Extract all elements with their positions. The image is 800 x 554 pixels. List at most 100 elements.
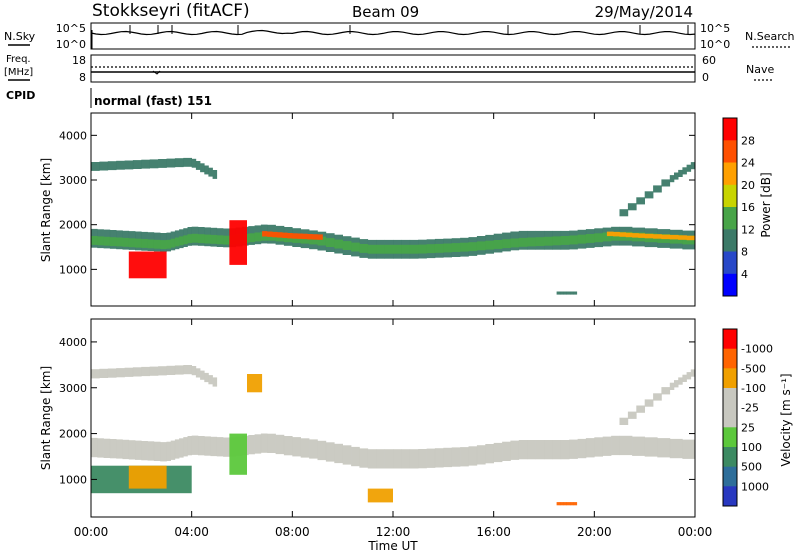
heatmap-cell xyxy=(132,367,142,377)
heatmap-cell xyxy=(585,438,595,458)
heatmap-cell xyxy=(476,445,486,465)
heatmap-cell xyxy=(212,377,218,387)
heatmap-cell xyxy=(103,438,111,458)
heatmap-cell xyxy=(636,405,645,413)
time-tick-label: 04:00 xyxy=(174,525,209,539)
colorbar-segment xyxy=(723,368,737,389)
heatmap-cell xyxy=(132,160,142,169)
heatmap-cell xyxy=(625,232,633,238)
heatmap-cell xyxy=(300,234,310,244)
colorbar-segment xyxy=(723,229,737,252)
heatmap-cell xyxy=(160,442,167,462)
heatmap-cell xyxy=(556,291,561,295)
heatmap-cell xyxy=(619,435,633,456)
heatmap-cell xyxy=(122,439,130,460)
heatmap-cell xyxy=(153,441,161,461)
heatmap-cell xyxy=(97,438,104,458)
heatmap-cell xyxy=(376,449,385,469)
heatmap-cell xyxy=(147,441,155,461)
heatmap-cell xyxy=(367,244,377,254)
heatmap-cell xyxy=(560,440,570,460)
heatmap-cell xyxy=(518,237,528,247)
heatmap-cell xyxy=(569,235,578,245)
heatmap-cell xyxy=(418,244,427,254)
heatmap-cell xyxy=(560,236,570,245)
heatmap-cell xyxy=(191,233,199,243)
noise-right-tick-top: 10^5 xyxy=(700,22,730,35)
heatmap-cell xyxy=(204,372,209,383)
noise-right-tick-bottom: 10^0 xyxy=(700,38,730,51)
heatmap-cell xyxy=(367,449,377,469)
heatmap-cell xyxy=(198,234,205,244)
heatmap-cell xyxy=(384,244,394,254)
heatmap-patch xyxy=(247,374,263,393)
heatmap-cell xyxy=(342,445,352,465)
heatmap-cell xyxy=(653,185,662,193)
colorbar-label: 16 xyxy=(741,201,755,214)
cpid-value: normal (fast) 151 xyxy=(94,94,212,108)
heatmap-cell xyxy=(191,366,197,376)
heatmap-cell xyxy=(527,440,536,460)
heatmap-cell xyxy=(619,232,627,237)
heatmap-cell xyxy=(334,239,343,249)
colorbar-label: 24 xyxy=(741,157,755,170)
heatmap-cell xyxy=(476,241,486,251)
heatmap-cell xyxy=(248,435,255,455)
nave-tick-bottom: 0 xyxy=(702,71,709,84)
heatmap-cell xyxy=(559,502,564,506)
power-heatmap xyxy=(91,157,695,295)
colorbar-label: 4 xyxy=(741,268,748,281)
heatmap-cell xyxy=(223,235,230,245)
heatmap-cell xyxy=(566,502,571,506)
heatmap-cell xyxy=(644,191,654,199)
heatmap-patch xyxy=(367,488,393,503)
heatmap-cell xyxy=(97,236,104,246)
heatmap-cell xyxy=(302,233,308,240)
heatmap-cell xyxy=(674,380,679,388)
heatmap-cell xyxy=(577,234,587,244)
heatmap-cell xyxy=(577,438,587,459)
y-tick-label: 4000 xyxy=(59,336,87,349)
heatmap-cell xyxy=(208,375,213,385)
heatmap-cell xyxy=(493,442,503,463)
colorbar-label: 28 xyxy=(741,134,755,147)
heatmap-cell xyxy=(638,233,645,238)
heatmap-cell xyxy=(644,437,658,457)
heatmap-cell xyxy=(393,244,402,254)
heatmap-cell xyxy=(636,197,645,205)
heatmap-cell xyxy=(107,368,117,378)
date-label: 29/May/2014 xyxy=(595,3,693,21)
colorbar-segment xyxy=(723,273,737,297)
freq-tick-top: 18 xyxy=(72,54,86,67)
heatmap-cell xyxy=(409,244,419,254)
heatmap-cell xyxy=(212,170,218,179)
freq-label: Freq. xyxy=(6,54,31,65)
heatmap-cell xyxy=(518,440,528,460)
heatmap-cell xyxy=(686,372,692,380)
velocity-heatmap xyxy=(91,365,695,506)
velocity-axes: 1000 2000 3000 4000 xyxy=(59,319,696,517)
heatmap-cell xyxy=(418,449,427,469)
heatmap-cell xyxy=(191,158,197,168)
heatmap-cell xyxy=(198,436,205,456)
heatmap-cell xyxy=(627,203,637,211)
heatmap-cell xyxy=(669,438,683,459)
time-tick-label: 16:00 xyxy=(476,525,511,539)
heatmap-cell xyxy=(309,235,318,245)
heatmap-patch xyxy=(128,465,167,489)
heatmap-cell xyxy=(170,238,176,248)
heatmap-cell xyxy=(409,449,419,469)
heatmap-cell xyxy=(570,502,574,506)
heatmap-cell xyxy=(223,437,230,457)
noise-left-tick-bottom: 10^0 xyxy=(56,38,86,51)
heatmap-cell xyxy=(644,399,654,407)
heatmap-cell xyxy=(690,369,695,377)
heatmap-cell xyxy=(527,237,536,247)
heatmap-cell xyxy=(116,368,125,378)
heatmap-cell xyxy=(485,240,494,250)
heatmap-cell xyxy=(359,244,369,253)
heatmap-cell xyxy=(248,233,255,243)
heatmap-cell xyxy=(611,435,620,456)
heatmap-cell xyxy=(502,239,511,249)
time-axis-label: Time UT xyxy=(367,539,418,553)
